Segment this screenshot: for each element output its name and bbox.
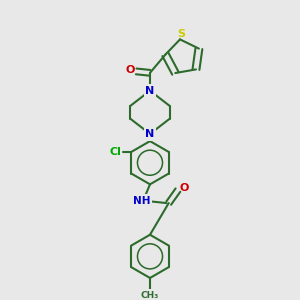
Text: N: N [146,86,154,96]
Text: Cl: Cl [109,147,121,157]
Text: O: O [180,183,189,193]
Text: CH₃: CH₃ [141,291,159,300]
Text: S: S [178,28,185,39]
Text: O: O [125,65,134,75]
Text: NH: NH [133,196,151,206]
Text: N: N [146,129,154,139]
